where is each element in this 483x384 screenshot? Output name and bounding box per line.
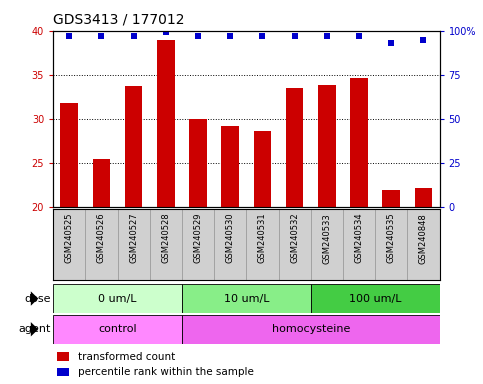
- Point: [65, 33, 73, 39]
- Text: GSM240535: GSM240535: [387, 213, 396, 263]
- Text: GSM240533: GSM240533: [322, 213, 331, 263]
- Point: [98, 33, 105, 39]
- Point: [420, 36, 427, 43]
- Bar: [286, 88, 303, 207]
- Bar: [93, 159, 110, 207]
- Polygon shape: [31, 322, 38, 336]
- Bar: [375, 209, 407, 280]
- Bar: [182, 209, 214, 280]
- Point: [291, 33, 298, 39]
- Bar: [182, 315, 440, 344]
- Text: GSM240534: GSM240534: [355, 213, 364, 263]
- Text: GDS3413 / 177012: GDS3413 / 177012: [53, 13, 185, 27]
- Point: [258, 33, 266, 39]
- Text: GSM240529: GSM240529: [194, 213, 202, 263]
- Bar: [407, 209, 440, 280]
- Bar: [117, 209, 150, 280]
- Text: transformed count: transformed count: [78, 351, 175, 361]
- Text: control: control: [98, 324, 137, 334]
- Text: GSM240528: GSM240528: [161, 213, 170, 263]
- Bar: [383, 190, 400, 207]
- Bar: [57, 352, 69, 361]
- Bar: [221, 126, 239, 207]
- Polygon shape: [31, 291, 38, 306]
- Bar: [53, 284, 182, 313]
- Text: GSM240531: GSM240531: [258, 213, 267, 263]
- Bar: [350, 78, 368, 207]
- Text: percentile rank within the sample: percentile rank within the sample: [78, 367, 254, 377]
- Text: GSM240526: GSM240526: [97, 213, 106, 263]
- Point: [227, 33, 234, 39]
- Bar: [53, 209, 85, 280]
- Text: agent: agent: [18, 324, 51, 334]
- Text: GSM240530: GSM240530: [226, 213, 235, 263]
- Bar: [343, 209, 375, 280]
- Bar: [157, 40, 175, 207]
- Bar: [182, 284, 311, 313]
- Text: GSM240848: GSM240848: [419, 213, 428, 263]
- Bar: [279, 209, 311, 280]
- Bar: [414, 188, 432, 207]
- Point: [162, 30, 170, 36]
- Bar: [57, 367, 69, 376]
- Bar: [311, 209, 343, 280]
- Text: dose: dose: [24, 293, 51, 304]
- Point: [130, 33, 138, 39]
- Bar: [53, 315, 182, 344]
- Bar: [254, 131, 271, 207]
- Bar: [311, 284, 440, 313]
- Text: 10 um/L: 10 um/L: [224, 293, 269, 304]
- Bar: [125, 86, 142, 207]
- Text: 0 um/L: 0 um/L: [98, 293, 137, 304]
- Bar: [85, 209, 117, 280]
- Point: [355, 33, 363, 39]
- Bar: [60, 103, 78, 207]
- Point: [387, 40, 395, 46]
- Bar: [214, 209, 246, 280]
- Text: GSM240532: GSM240532: [290, 213, 299, 263]
- Text: 100 um/L: 100 um/L: [349, 293, 401, 304]
- Text: GSM240527: GSM240527: [129, 213, 138, 263]
- Point: [323, 33, 331, 39]
- Point: [194, 33, 202, 39]
- Bar: [189, 119, 207, 207]
- Bar: [318, 86, 336, 207]
- Bar: [150, 209, 182, 280]
- Text: GSM240525: GSM240525: [65, 213, 74, 263]
- Bar: [246, 209, 279, 280]
- Text: homocysteine: homocysteine: [271, 324, 350, 334]
